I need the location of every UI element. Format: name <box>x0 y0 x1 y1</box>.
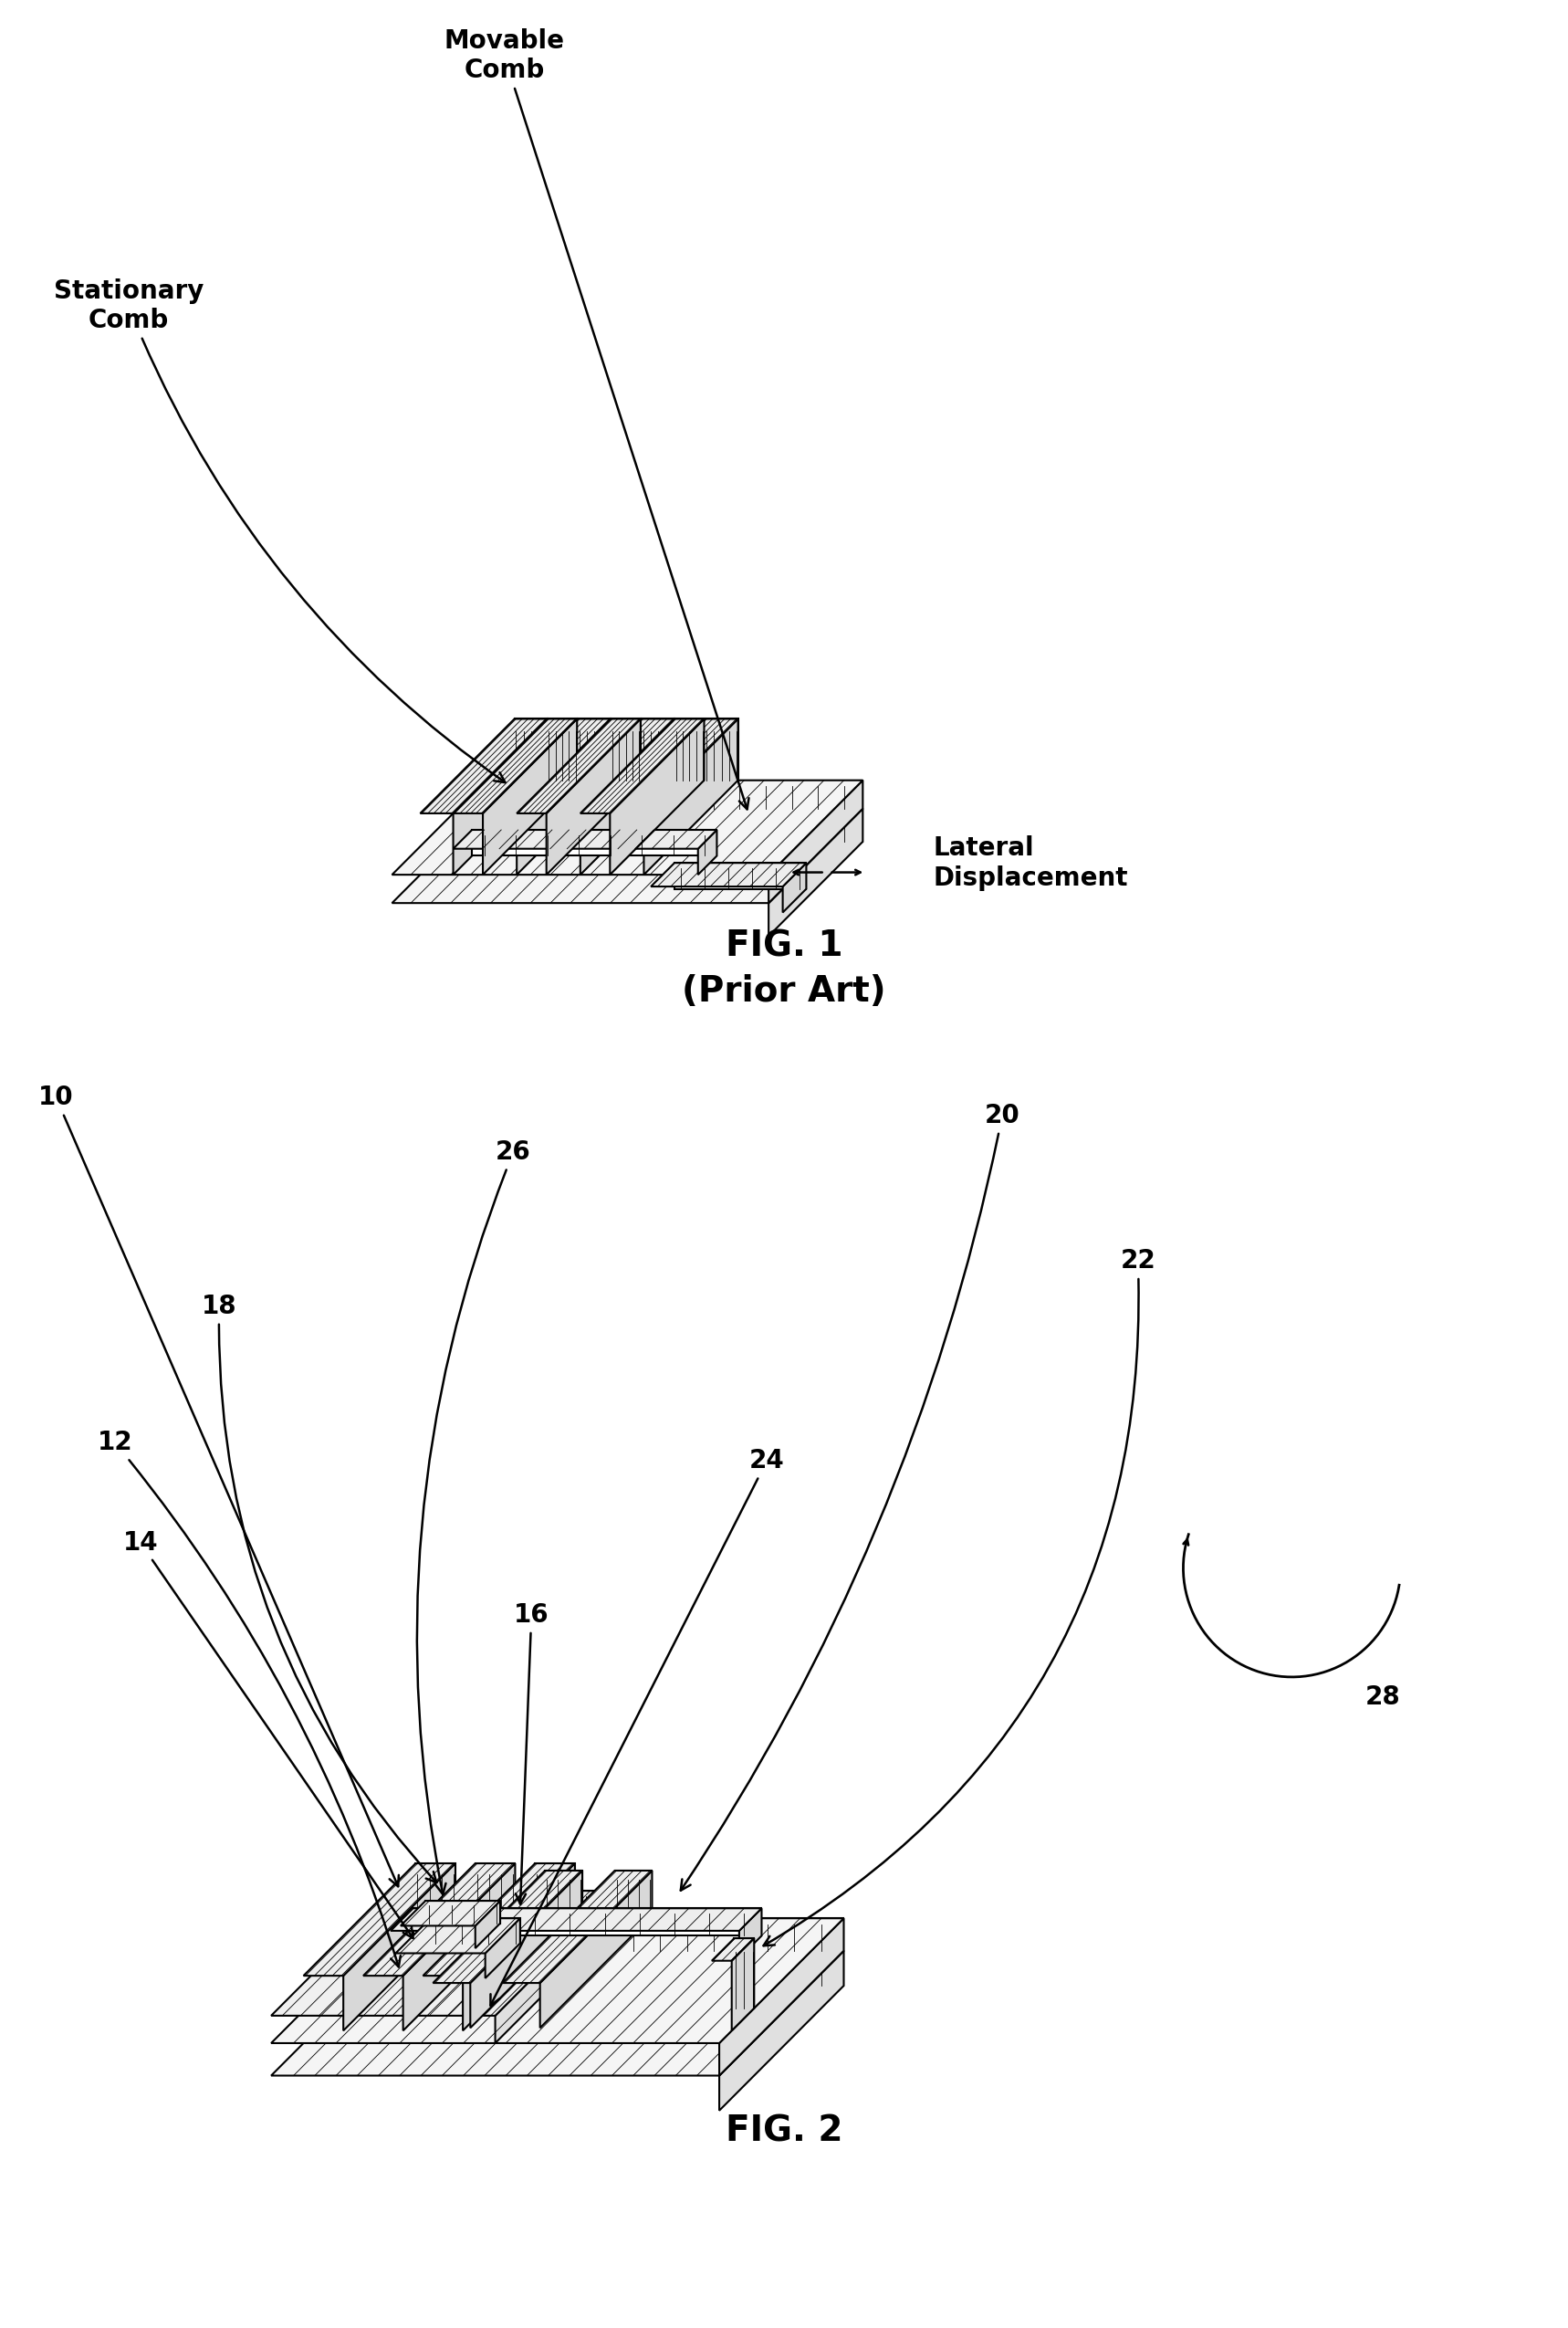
Text: 10: 10 <box>39 1085 398 1886</box>
Polygon shape <box>610 719 704 875</box>
Polygon shape <box>768 808 862 936</box>
Polygon shape <box>698 829 717 875</box>
Polygon shape <box>641 719 674 780</box>
Polygon shape <box>486 808 862 843</box>
Polygon shape <box>739 1909 762 1958</box>
Polygon shape <box>768 780 862 903</box>
Polygon shape <box>392 780 862 875</box>
Polygon shape <box>425 1902 500 1923</box>
Polygon shape <box>433 1872 582 1983</box>
Polygon shape <box>547 719 674 812</box>
Polygon shape <box>453 829 717 850</box>
Polygon shape <box>475 1902 500 1949</box>
Polygon shape <box>463 1862 575 2030</box>
Polygon shape <box>644 719 739 875</box>
Polygon shape <box>485 719 612 812</box>
Polygon shape <box>390 1909 762 1930</box>
Polygon shape <box>712 1939 754 1960</box>
Polygon shape <box>539 1872 652 2028</box>
Polygon shape <box>395 1918 844 1951</box>
Polygon shape <box>720 1918 844 2077</box>
Polygon shape <box>431 1918 521 1944</box>
Polygon shape <box>483 719 577 875</box>
Polygon shape <box>453 719 577 812</box>
Text: FIG. 2: FIG. 2 <box>726 2114 842 2149</box>
Polygon shape <box>495 1890 619 2044</box>
Polygon shape <box>485 1918 521 1979</box>
Polygon shape <box>395 1890 619 1918</box>
Text: FIG. 1: FIG. 1 <box>726 929 842 964</box>
Polygon shape <box>423 1862 575 1976</box>
Text: 16: 16 <box>514 1602 549 1904</box>
Text: Movable
Comb: Movable Comb <box>444 28 750 810</box>
Text: 28: 28 <box>1364 1683 1400 1709</box>
Polygon shape <box>514 719 547 780</box>
Text: Lateral
Displacement: Lateral Displacement <box>933 836 1129 892</box>
Polygon shape <box>400 1902 500 1925</box>
Text: 18: 18 <box>201 1294 436 1883</box>
Polygon shape <box>612 719 641 780</box>
Polygon shape <box>706 719 739 780</box>
Polygon shape <box>503 1872 652 1983</box>
Polygon shape <box>271 1951 844 2077</box>
Polygon shape <box>472 829 717 857</box>
Polygon shape <box>470 1872 582 2028</box>
Polygon shape <box>416 1862 455 1918</box>
Polygon shape <box>517 719 612 875</box>
Text: 14: 14 <box>122 1529 412 1939</box>
Polygon shape <box>580 719 674 875</box>
Polygon shape <box>304 1862 455 1976</box>
Polygon shape <box>475 1862 516 1918</box>
Polygon shape <box>403 1862 516 2030</box>
Text: 24: 24 <box>491 1448 784 2004</box>
Polygon shape <box>580 719 704 812</box>
Text: 12: 12 <box>97 1429 400 1967</box>
Polygon shape <box>395 1951 844 1986</box>
Polygon shape <box>612 719 739 812</box>
Polygon shape <box>782 864 806 913</box>
Polygon shape <box>364 1862 516 1976</box>
Polygon shape <box>615 1872 652 1916</box>
Polygon shape <box>720 1951 844 2111</box>
Polygon shape <box>547 719 577 780</box>
Polygon shape <box>412 1909 762 1937</box>
Polygon shape <box>517 719 641 812</box>
Polygon shape <box>420 719 547 812</box>
Polygon shape <box>651 864 806 887</box>
Polygon shape <box>271 1890 619 2016</box>
Polygon shape <box>674 864 806 889</box>
Text: 20: 20 <box>681 1103 1019 1890</box>
Polygon shape <box>486 780 862 808</box>
Polygon shape <box>674 719 704 780</box>
Text: Stationary
Comb: Stationary Comb <box>53 279 505 782</box>
Polygon shape <box>271 1918 844 2044</box>
Polygon shape <box>546 719 641 875</box>
Polygon shape <box>453 719 547 875</box>
Text: (Prior Art): (Prior Art) <box>682 973 886 1008</box>
Polygon shape <box>546 1872 582 1916</box>
Polygon shape <box>579 719 612 780</box>
Polygon shape <box>392 808 862 903</box>
Polygon shape <box>535 1862 575 1918</box>
Polygon shape <box>343 1862 455 2030</box>
Polygon shape <box>732 1939 754 2030</box>
Text: 26: 26 <box>417 1138 532 1895</box>
Polygon shape <box>395 1918 521 1953</box>
Text: 22: 22 <box>764 1248 1156 1946</box>
Polygon shape <box>734 1939 754 2009</box>
